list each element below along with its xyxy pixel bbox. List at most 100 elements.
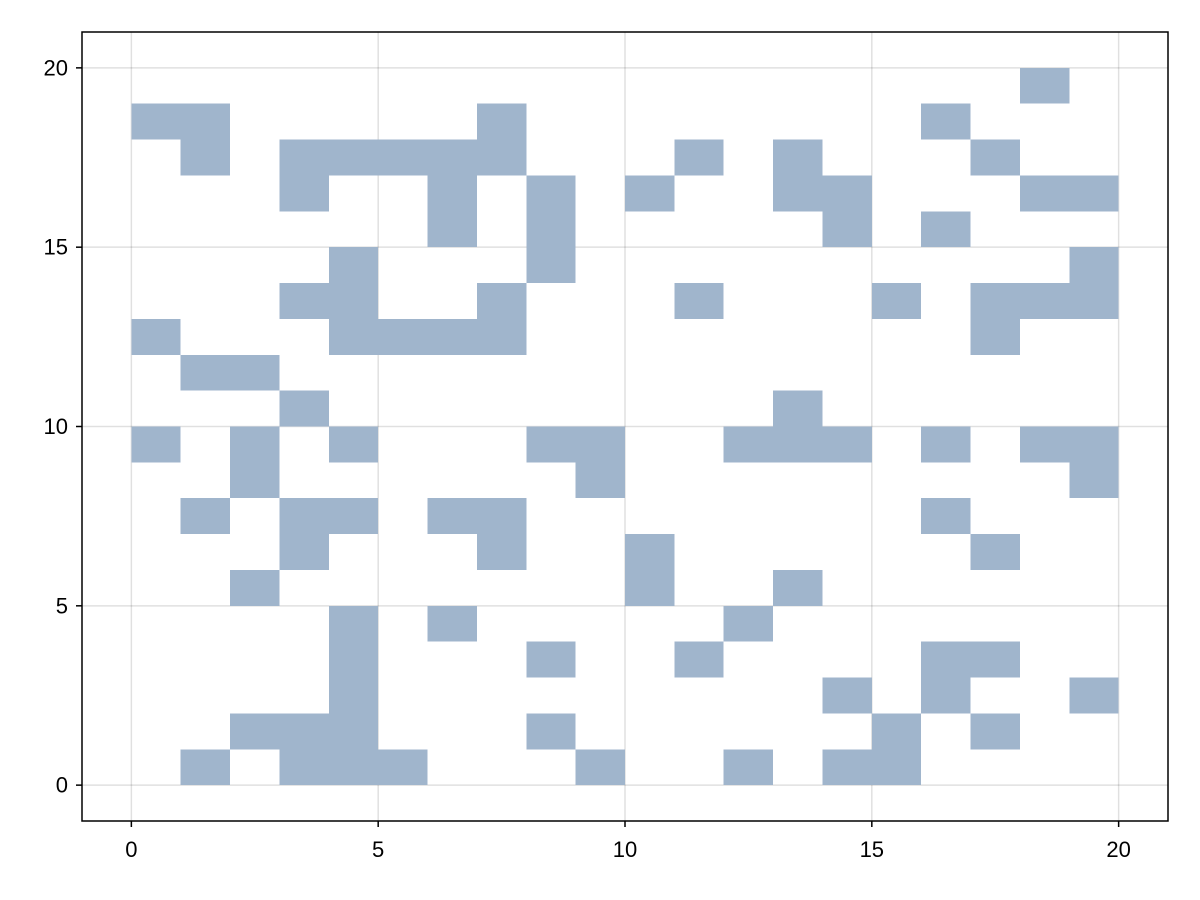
heatmap-cell — [328, 318, 379, 355]
heatmap-cell — [328, 713, 379, 750]
heatmap-cell — [378, 749, 428, 786]
heatmap-cell — [427, 605, 477, 642]
heatmap-cell — [871, 713, 922, 750]
heatmap-cell — [328, 139, 379, 176]
heatmap-cell — [1069, 283, 1119, 319]
heatmap-cell — [131, 426, 181, 463]
heatmap-cell — [279, 283, 329, 319]
heatmap-cell — [328, 749, 379, 786]
heatmap-cell — [822, 677, 872, 714]
heatmap-cell — [427, 211, 477, 248]
heatmap-cell — [970, 713, 1020, 750]
heatmap-cell — [328, 426, 379, 463]
heatmap-cell — [230, 354, 280, 391]
heatmap-cell — [773, 426, 823, 463]
heatmap-cell — [822, 426, 872, 463]
heatmap-cell — [279, 534, 329, 570]
heatmap-cell — [378, 139, 428, 176]
heatmap-cell — [1069, 426, 1119, 463]
heatmap-cell — [575, 462, 625, 499]
heatmap-cell — [1069, 175, 1119, 212]
heatmap-cell — [575, 426, 625, 463]
heatmap-cell — [970, 139, 1020, 176]
heatmap-cell — [328, 498, 379, 535]
heatmap-cell — [526, 175, 576, 212]
heatmap-cell — [279, 175, 329, 212]
heatmap-cell — [773, 569, 823, 606]
heatmap-cell — [773, 139, 823, 176]
heatmap-cell — [180, 354, 231, 391]
heatmap-cell — [180, 139, 231, 176]
heatmap-cell — [180, 103, 231, 140]
x-tick-label: 5 — [372, 837, 384, 862]
heatmap-cell — [180, 498, 231, 535]
heatmap-cell — [131, 318, 181, 355]
heatmap-cell — [279, 139, 329, 176]
heatmap-cell — [674, 641, 724, 678]
heatmap-cell — [279, 390, 329, 427]
heatmap-cell — [773, 390, 823, 427]
heatmap-cell — [279, 713, 329, 750]
heatmap-cell — [674, 283, 724, 319]
heatmap-cell — [1069, 677, 1119, 714]
heatmap-cell — [625, 534, 675, 570]
heatmap-cell — [625, 569, 675, 606]
heatmap-cell — [674, 139, 724, 176]
heatmap-cell — [328, 283, 379, 319]
heatmap-cell — [625, 175, 675, 212]
heatmap-cell — [871, 283, 922, 319]
heatmap-cell — [230, 462, 280, 499]
axis-ticks — [76, 67, 1120, 827]
heatmap-cell — [476, 139, 527, 176]
heatmap-cell — [230, 713, 280, 750]
heatmap-cell — [526, 641, 576, 678]
y-tick-label: 10 — [44, 414, 68, 439]
heatmap-cell — [921, 426, 971, 463]
heatmap-cell — [871, 749, 922, 786]
y-tick-label: 15 — [44, 235, 68, 260]
heatmap-cell — [575, 749, 625, 786]
heatmap-cell — [476, 103, 527, 140]
heatmap-cell — [476, 534, 527, 570]
heatmap-cell — [723, 605, 774, 642]
heatmap-cell — [1019, 67, 1070, 104]
heatmap-cell — [723, 749, 774, 786]
heatmap-cell — [427, 139, 477, 176]
x-tick-label: 20 — [1106, 837, 1130, 862]
heatmap-cell — [1019, 283, 1070, 319]
heatmap-cell — [1019, 175, 1070, 212]
heatmap-cell — [476, 283, 527, 319]
heatmap-cell — [378, 318, 428, 355]
heatmap-cell — [230, 426, 280, 463]
heatmap-cell — [180, 749, 231, 786]
x-tick-label: 0 — [125, 837, 137, 862]
heatmap-cell — [427, 318, 477, 355]
heatmap-cell — [279, 498, 329, 535]
heatmap-cell — [526, 713, 576, 750]
heatmap-cell — [526, 426, 576, 463]
heatmap-cell — [526, 247, 576, 284]
tick-labels: 0 5 10 15 20 0 5 10 15 20 — [44, 55, 1131, 862]
heatmap-cell — [1069, 462, 1119, 499]
heatmap-cell — [970, 641, 1020, 678]
x-tick-label: 15 — [860, 837, 884, 862]
heatmap-cell — [328, 247, 379, 284]
y-tick-label: 0 — [56, 773, 68, 798]
heatmap-cell — [427, 498, 477, 535]
heatmap-cell — [921, 677, 971, 714]
heatmap-cell — [476, 318, 527, 355]
heatmap-cell — [921, 641, 971, 678]
heatmap-cell — [773, 175, 823, 212]
y-tick-label: 5 — [56, 593, 68, 618]
heatmap-cell — [328, 677, 379, 714]
heatmap-cell — [970, 318, 1020, 355]
heatmap-cell — [427, 175, 477, 212]
heatmap-cell — [921, 211, 971, 248]
heatmap-cell — [921, 498, 971, 535]
heatmap-cell — [921, 103, 971, 140]
heatmap-cell — [476, 498, 527, 535]
heatmap-cells — [131, 67, 1119, 786]
heatmap-cell — [1069, 247, 1119, 284]
heatmap-cell — [328, 605, 379, 642]
